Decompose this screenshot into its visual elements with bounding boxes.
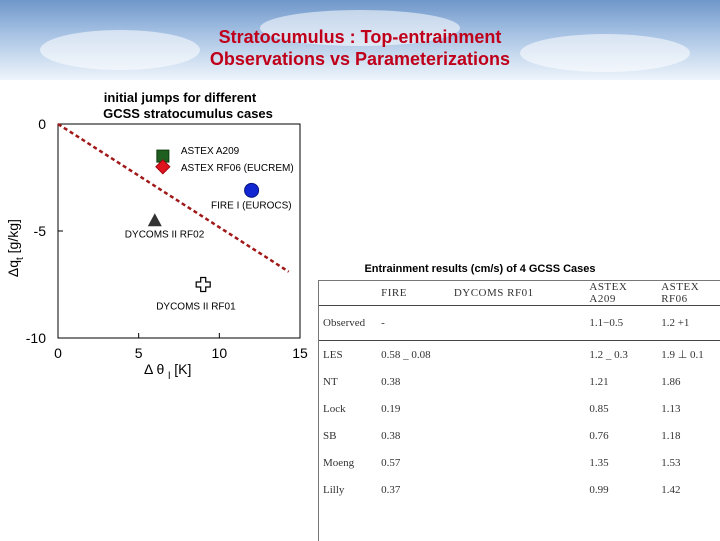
table-cell: 0.85 [589,402,609,415]
table-cell: Lock [323,402,346,415]
table-cell: 1.1−0.5 [585,305,658,341]
table-cell: Moeng [323,456,355,469]
table-row: NT 0.38 1.21 1.86 [319,368,720,395]
point-label-dycoms-ii-rf01: DYCOMS II RF01 [156,302,236,313]
table-cell: 0.58 _ 0.08 [381,348,431,361]
y-tick-label: -5 [34,223,47,239]
table-cell: Observed [319,305,378,341]
table-cell: 0.99 [589,483,609,496]
x-tick-label: 5 [135,345,143,361]
x-tick-label: 15 [292,345,308,361]
table-cell: 1.18 [661,429,681,442]
table-row: Observed - 1.1−0.5 1.2 +1 [319,305,720,341]
col-header: DYCOMS RF01 [449,281,586,306]
table-cell [450,395,586,422]
results-table: FIRE DYCOMS RF01 ASTEX A209 ASTEX RF06 O… [319,281,720,503]
table-row: SB 0.38 0.76 1.18 [319,422,720,449]
table-cell [450,341,586,369]
chart-title-line2: GCSS stratocumulus cases [103,106,273,121]
table-cell: LES [323,348,343,361]
col-header: FIRE [377,281,450,306]
stability-line [57,122,290,273]
table-cell: SB [323,429,337,442]
table-cell: 0.38 [381,375,401,388]
table-cell: - [377,305,450,341]
slide-title-line2: Observations vs Parameterizations [209,49,511,69]
table-cell: 0.37 [381,483,401,496]
table-row: Moeng 0.57 1.35 1.53 [319,449,720,476]
results-table-panel: FIRE DYCOMS RF01 ASTEX A209 ASTEX RF06 O… [318,280,720,541]
table-cell: 1.21 [589,375,609,388]
point-label-dycoms-ii-rf02: DYCOMS II RF02 [125,229,205,240]
point-dycoms-ii-rf02 [147,213,162,227]
point-label-fire-i-eurocs: FIRE I (EUROCS) [211,200,292,211]
point-astex-rf06-eucrem [155,159,171,175]
col-header [319,281,378,306]
point-label-astex-a209: ASTEX A209 [181,146,240,157]
point-label-astex-rf06-eucrem: ASTEX RF06 (EUCREM) [181,163,294,174]
table-cell [450,449,586,476]
table-row: LES 0.58 _ 0.08 1.2 _ 0.3 1.9 ⊥ 0.1 [319,341,720,369]
point-fire-i-eurocs [244,182,260,198]
table-cell: 1.2 _ 0.3 [589,348,628,361]
table-cell [449,305,586,341]
table-cell: NT [323,375,338,388]
col-header: ASTEX A209 [585,281,658,306]
y-tick-label: 0 [38,116,46,132]
x-tick-label: 10 [212,345,228,361]
x-axis-label: Δ θ l [K] [144,361,191,382]
y-axis-label: Δqt [g/kg] [5,219,26,277]
table-caption: Entrainment results (cm/s) of 4 GCSS Cas… [364,263,596,275]
table-cell [450,422,586,449]
col-header: ASTEX RF06 [657,281,720,306]
table-cell: 1.2 +1 [657,305,720,341]
y-tick-label: -10 [26,330,46,346]
table-cell: 1.9 ⊥ 0.1 [661,349,704,361]
table-cell [450,476,586,503]
table-cell: 1.42 [661,483,681,496]
point-dycoms-ii-rf01 [195,276,211,293]
table-cell: 1.13 [661,402,681,415]
table-cell: 0.19 [381,402,401,415]
table-cell: 1.35 [589,456,609,469]
table-cell: 1.86 [661,375,681,388]
table-cell: 0.57 [381,456,401,469]
table-cell [450,368,586,395]
scatter-chart: initial jumps for different GCSS stratoc… [5,90,308,382]
chart-title-line1: initial jumps for different [104,90,257,105]
table-cell: 0.76 [589,429,609,442]
table-row: Lilly 0.37 0.99 1.42 [319,476,720,503]
table-row: Lock 0.19 0.85 1.13 [319,395,720,422]
table-cell: 1.53 [661,456,681,469]
slide-title-line1: Stratocumulus : Top-entrainment [218,27,502,47]
sky-banner [0,0,720,80]
x-tick-label: 0 [54,345,62,361]
table-header-row: FIRE DYCOMS RF01 ASTEX A209 ASTEX RF06 [319,281,720,306]
table-cell: 0.38 [381,429,401,442]
table-cell: Lilly [323,483,345,496]
